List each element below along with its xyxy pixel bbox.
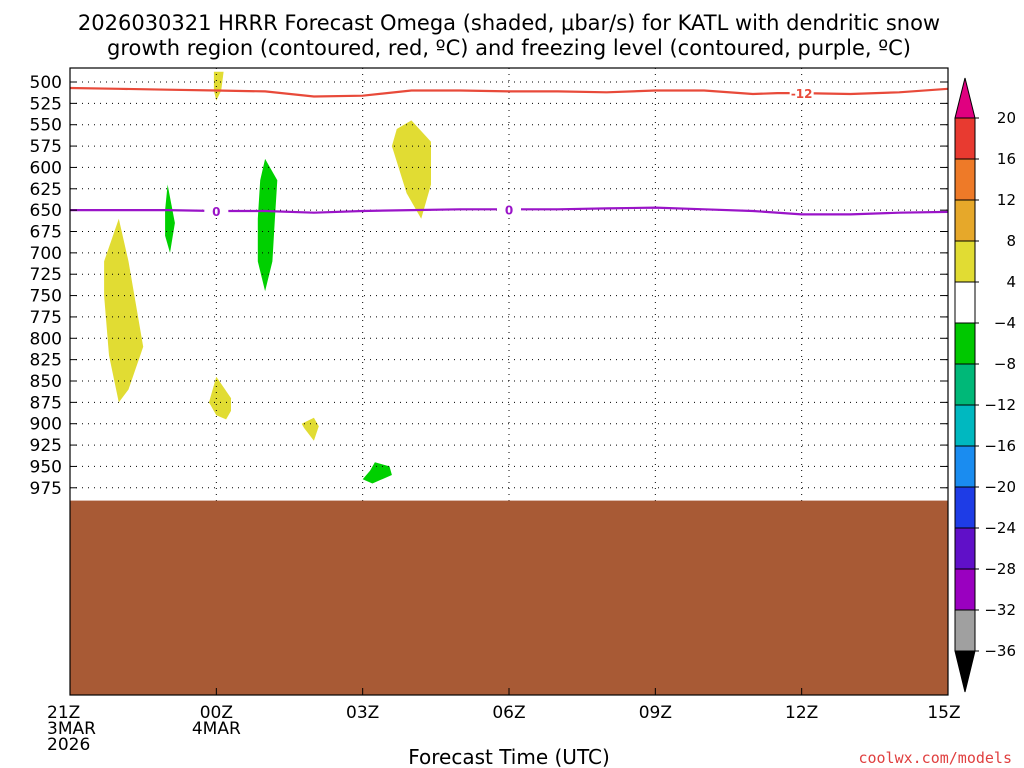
colorbar-swatch-12 bbox=[954, 609, 976, 652]
colorbar-label-5: −4 bbox=[994, 314, 1016, 332]
colorbar-swatch-7 bbox=[954, 404, 976, 447]
freezing-level-contour-label-bg bbox=[204, 202, 229, 218]
y-tick-label-850: 850 bbox=[30, 372, 62, 392]
omega-colorbar: 20 16 12 8 4 −4 −8 −12 −16 −20 −24 −28 −32 −36 bbox=[954, 77, 1016, 693]
omega-region-2 bbox=[209, 376, 231, 420]
freezing-level-contour-label-2: 0 bbox=[505, 203, 513, 217]
y-tick-label-575: 575 bbox=[30, 137, 62, 157]
colorbar-label-12: −32 bbox=[984, 601, 1016, 619]
omega-region-4 bbox=[391, 120, 431, 219]
x-tick-label-0-2: 2026 bbox=[47, 735, 90, 755]
dendritic-growth-contour bbox=[69, 86, 949, 98]
x-tick-label-0-0: 21Z bbox=[47, 703, 80, 723]
x-tick-label-0-1: 3MAR bbox=[47, 719, 96, 739]
dendritic-growth-contour-label: -12 bbox=[791, 87, 813, 101]
colorbar-label-9: −20 bbox=[984, 478, 1016, 496]
y-tick-label-625: 625 bbox=[30, 180, 62, 200]
colorbar-label-10: −24 bbox=[984, 519, 1016, 537]
y-tick-label-975: 975 bbox=[30, 479, 62, 499]
dendritic-growth-contour-label-bg bbox=[789, 85, 814, 101]
freezing-level-contour-label-bg-2 bbox=[497, 201, 521, 217]
colorbar-label-7: −12 bbox=[984, 396, 1016, 414]
colorbar-label-6: −8 bbox=[994, 355, 1016, 373]
colorbar-swatch-10 bbox=[954, 527, 976, 570]
colorbar-swatch-4 bbox=[954, 281, 976, 324]
colorbar-label-0: 20 bbox=[997, 109, 1016, 127]
y-tick-label-825: 825 bbox=[30, 351, 62, 371]
y-tick-label-525: 525 bbox=[30, 94, 62, 114]
colorbar-swatch-9 bbox=[954, 486, 976, 529]
colorbar-label-2: 12 bbox=[997, 191, 1016, 209]
colorbar-swatch-2 bbox=[954, 199, 976, 242]
y-tick-label-800: 800 bbox=[30, 329, 62, 349]
credit-text[interactable]: coolwx.com/models bbox=[858, 749, 1012, 767]
x-tick-label-15-0: 12Z bbox=[785, 703, 818, 723]
x-axis-title: Forecast Time (UTC) bbox=[408, 745, 610, 768]
x-tick-label-3-0: 00Z bbox=[200, 703, 233, 723]
colorbar-swatch-11 bbox=[954, 568, 976, 611]
chart-title: 2026030321 HRRR Forecast Omega (shaded, … bbox=[78, 11, 940, 60]
ground-fill bbox=[70, 500, 948, 695]
chart-title-line-2: growth region (contoured, red, ºC) and f… bbox=[107, 36, 911, 60]
colorbar-label-1: 16 bbox=[997, 150, 1016, 168]
colorbar-swatch-3 bbox=[954, 240, 976, 283]
colorbar-swatch-8 bbox=[954, 445, 976, 488]
y-tick-label-675: 675 bbox=[30, 223, 62, 243]
colorbar-label-3: 8 bbox=[1006, 232, 1016, 250]
omega-region-6 bbox=[257, 158, 278, 292]
omega-region-3 bbox=[301, 417, 319, 441]
y-tick-label-700: 700 bbox=[30, 244, 62, 264]
x-tick-label-9-0: 06Z bbox=[492, 703, 525, 723]
y-tick-label-725: 725 bbox=[30, 265, 62, 285]
y-tick-label-875: 875 bbox=[30, 393, 62, 413]
colorbar-swatch-0 bbox=[954, 117, 976, 160]
colorbar-label-4: 4 bbox=[1006, 273, 1016, 291]
colorbar-label-11: −28 bbox=[984, 560, 1016, 578]
colorbar-swatch-1 bbox=[954, 158, 976, 201]
y-tick-label-775: 775 bbox=[30, 308, 62, 328]
colorbar-top-arrow bbox=[954, 77, 976, 119]
y-tick-label-600: 600 bbox=[30, 158, 62, 178]
contour-lines: -12 0 0 bbox=[69, 85, 949, 219]
ground-layer bbox=[70, 500, 948, 695]
y-tick-label-950: 950 bbox=[30, 457, 62, 477]
omega-region-5 bbox=[165, 184, 175, 253]
y-tick-label-750: 750 bbox=[30, 287, 62, 307]
omega-region-0 bbox=[104, 218, 144, 403]
colorbar-bottom-arrow bbox=[954, 650, 976, 693]
colorbar-swatch-5 bbox=[954, 322, 976, 365]
x-tick-label-6-0: 03Z bbox=[346, 703, 379, 723]
x-tick-label-3-1: 4MAR bbox=[192, 719, 241, 739]
y-tick-label-650: 650 bbox=[30, 201, 62, 221]
colorbar-swatch-6 bbox=[954, 363, 976, 406]
x-tick-label-18-0: 15Z bbox=[927, 703, 960, 723]
x-tick-label-12-0: 09Z bbox=[639, 703, 672, 723]
omega-region-1 bbox=[213, 71, 224, 101]
freezing-level-contour-label: 0 bbox=[212, 205, 220, 219]
omega-region-7 bbox=[362, 462, 392, 484]
y-tick-label-550: 550 bbox=[30, 116, 62, 136]
omega-shading bbox=[104, 71, 431, 484]
colorbar-label-13: −36 bbox=[984, 642, 1016, 660]
colorbar-label-8: −16 bbox=[984, 437, 1016, 455]
y-tick-label-500: 500 bbox=[30, 73, 62, 93]
y-tick-label-900: 900 bbox=[30, 415, 62, 435]
y-tick-label-925: 925 bbox=[30, 436, 62, 456]
pressure-axis: 5005255505756006256506757007257507758008… bbox=[30, 73, 948, 499]
chart-title-line-1: 2026030321 HRRR Forecast Omega (shaded, … bbox=[78, 11, 940, 35]
